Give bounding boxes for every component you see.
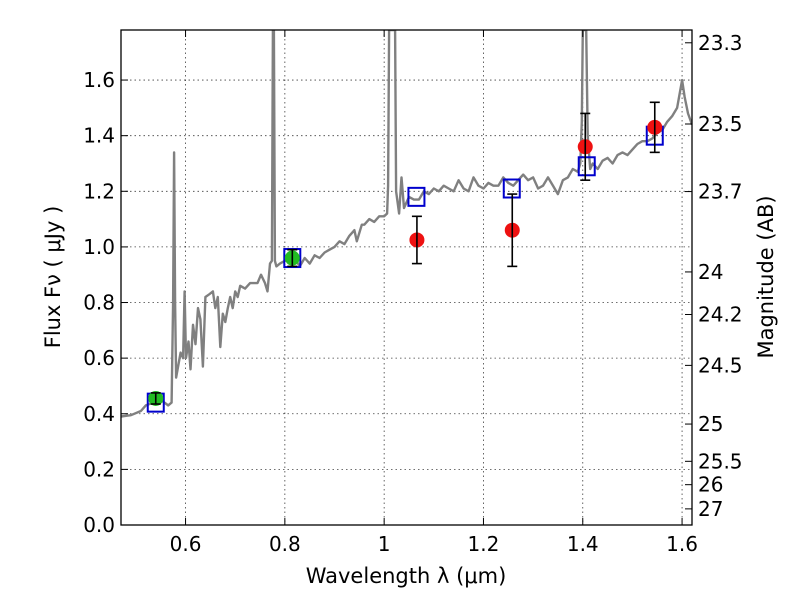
y-tick-label: 1.6	[83, 68, 115, 92]
right-tick-label: 24.5	[698, 353, 743, 377]
y-tick-label: 1.4	[83, 124, 115, 148]
x-tick-label: 0.8	[269, 532, 301, 556]
model-photometry-square	[407, 186, 426, 207]
y-tick-label: 0.2	[83, 457, 115, 481]
plot-area	[121, 30, 692, 418]
x-tick-label: 1.4	[567, 532, 599, 556]
right-tick-label: 23.3	[698, 31, 743, 55]
plot-frame	[120, 29, 693, 526]
right-tick-label: 25	[698, 412, 723, 436]
y-tick-label: 0.0	[83, 513, 115, 537]
x-tick-label: 1.6	[666, 532, 698, 556]
y-tick-label: 0.8	[83, 291, 115, 315]
x-axis-label: Wavelength λ (μm)	[306, 564, 507, 588]
x-tick-label: 0.6	[170, 532, 202, 556]
right-tick-label: 24.2	[698, 302, 743, 326]
x-tick-label: 1.2	[468, 532, 500, 556]
axis-ticks: 0.6 0.8 1 1.2 1.4 1.6 0.0 0.2 0.4 0.6 0.8 1.0 1.2 1.4…	[83, 30, 743, 556]
spectrum-line	[121, 30, 692, 418]
right-tick-label: 27	[698, 497, 723, 521]
right-tick-label: 24	[698, 260, 723, 284]
y-axis-label: Flux Fν ( μJy )	[41, 206, 65, 349]
right-axis-label: Magnitude (AB)	[754, 195, 778, 358]
model-photometry-square	[577, 156, 596, 177]
y-tick-label: 1.0	[83, 235, 115, 259]
right-tick-label: 26	[698, 473, 723, 497]
y-tick-label: 0.6	[83, 346, 115, 370]
right-tick-label: 23.7	[698, 180, 743, 204]
y-tick-label: 1.2	[83, 179, 115, 203]
x-tick-label: 1	[378, 532, 391, 556]
right-tick-label: 23.5	[698, 112, 743, 136]
y-tick-label: 0.4	[83, 402, 115, 426]
right-tick-label: 25.5	[698, 449, 743, 473]
